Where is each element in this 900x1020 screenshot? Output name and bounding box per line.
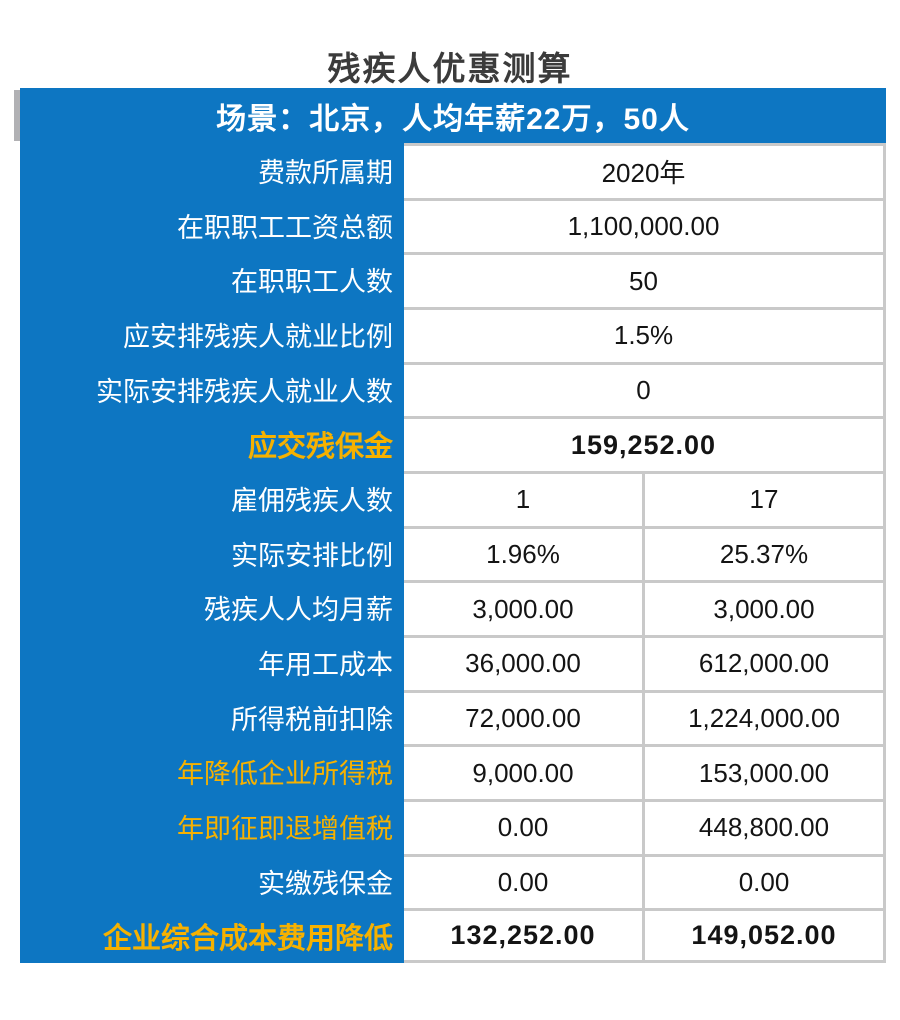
table-row-annual-labor-cost: 年用工成本 36,000.00 612,000.00 bbox=[20, 635, 886, 690]
row-value-col1: 72,000.00 bbox=[404, 692, 642, 745]
table-row-paid-fund: 实缴残保金 0.00 0.00 bbox=[20, 853, 886, 909]
row-value-col2: 1,224,000.00 bbox=[645, 692, 883, 745]
table-row-avg-monthly-salary: 残疾人人均月薪 3,000.00 3,000.00 bbox=[20, 580, 886, 636]
row-value-col2: 153,000.00 bbox=[645, 747, 883, 800]
header-shadow-strip bbox=[14, 90, 20, 141]
row-value-col1: 0.00 bbox=[404, 856, 642, 909]
table-row-pretax-deduction: 所得税前扣除 72,000.00 1,224,000.00 bbox=[20, 689, 886, 745]
row-value: 0 bbox=[404, 364, 883, 417]
row-value-col1: 3,000.00 bbox=[404, 583, 642, 636]
row-value: 50 bbox=[404, 255, 883, 308]
row-label: 残疾人人均月薪 bbox=[20, 580, 404, 636]
table-row-total-salary: 在职职工工资总额 1,100,000.00 bbox=[20, 197, 886, 253]
row-label: 实际安排残疾人就业人数 bbox=[20, 361, 404, 417]
scenario-header: 场景：北京，人均年薪22万，50人 bbox=[20, 88, 886, 143]
table-row-vat-refund: 年即征即退增值税 0.00 448,800.00 bbox=[20, 799, 886, 854]
row-value: 2020年 bbox=[404, 146, 883, 198]
row-value-col1: 36,000.00 bbox=[404, 638, 642, 690]
table-body: 费款所属期 2020年 在职职工工资总额 1,100,000.00 在职职工人数… bbox=[20, 143, 886, 964]
table-row-total-cost-reduction: 企业综合成本费用降低 132,252.00 149,052.00 bbox=[20, 908, 886, 964]
row-value-col2: 17 bbox=[645, 474, 883, 526]
row-value-col2: 25.37% bbox=[645, 528, 883, 581]
table-row-fee-period: 费款所属期 2020年 bbox=[20, 143, 886, 198]
calculation-table: 场景：北京，人均年薪22万，50人 费款所属期 2020年 在职职工工资总额 1… bbox=[20, 88, 886, 964]
row-value-col1: 9,000.00 bbox=[404, 747, 642, 800]
row-value-col2: 0.00 bbox=[645, 856, 883, 909]
table-row-required-ratio: 应安排残疾人就业比例 1.5% bbox=[20, 307, 886, 362]
row-value: 1,100,000.00 bbox=[404, 200, 883, 253]
row-value-col1: 1 bbox=[404, 474, 642, 526]
row-value-col1: 1.96% bbox=[404, 528, 642, 581]
row-label: 费款所属期 bbox=[20, 143, 404, 198]
row-label-highlighted: 企业综合成本费用降低 bbox=[20, 908, 404, 964]
table-row-employee-count: 在职职工人数 50 bbox=[20, 252, 886, 308]
row-label-highlighted: 应交残保金 bbox=[20, 416, 404, 472]
table-row-income-tax-reduction: 年降低企业所得税 9,000.00 153,000.00 bbox=[20, 744, 886, 800]
row-value-col1: 132,252.00 bbox=[404, 911, 642, 961]
row-label: 雇佣残疾人数 bbox=[20, 471, 404, 526]
row-label-highlighted: 年即征即退增值税 bbox=[20, 799, 404, 854]
table-row-actual-disabled-count: 实际安排残疾人就业人数 0 bbox=[20, 361, 886, 417]
row-label: 所得税前扣除 bbox=[20, 689, 404, 745]
row-value-col1: 0.00 bbox=[404, 802, 642, 854]
row-label: 年用工成本 bbox=[20, 635, 404, 690]
row-value-col2: 612,000.00 bbox=[645, 638, 883, 690]
row-value-col2: 448,800.00 bbox=[645, 802, 883, 854]
row-label: 实际安排比例 bbox=[20, 525, 404, 581]
row-label: 实缴残保金 bbox=[20, 853, 404, 909]
row-label-highlighted: 年降低企业所得税 bbox=[20, 744, 404, 800]
table-row-actual-ratio: 实际安排比例 1.96% 25.37% bbox=[20, 525, 886, 581]
table-row-payable-fund: 应交残保金 159,252.00 bbox=[20, 416, 886, 472]
table-row-hired-disabled: 雇佣残疾人数 1 17 bbox=[20, 471, 886, 526]
row-value: 1.5% bbox=[404, 310, 883, 362]
page-title: 残疾人优惠测算 bbox=[327, 50, 573, 87]
row-value-col2: 3,000.00 bbox=[645, 583, 883, 636]
row-label: 应安排残疾人就业比例 bbox=[20, 307, 404, 362]
row-value: 159,252.00 bbox=[404, 419, 883, 472]
row-label: 在职职工工资总额 bbox=[20, 197, 404, 253]
row-value-col2: 149,052.00 bbox=[645, 911, 883, 961]
row-label: 在职职工人数 bbox=[20, 252, 404, 308]
